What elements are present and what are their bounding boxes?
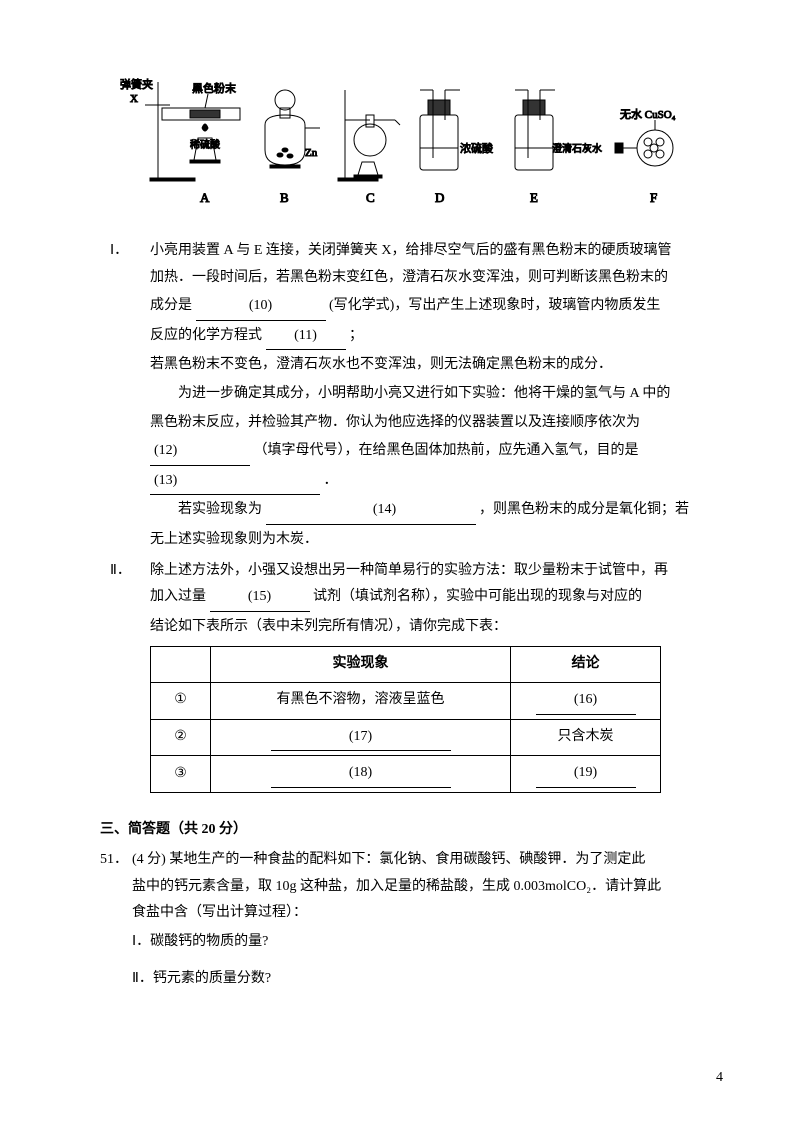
p1-l1da: 反应的化学方程式	[150, 328, 262, 343]
q51-sub1: Ⅰ．碳酸钙的物质的量?	[132, 929, 703, 956]
part1: Ⅰ． 小亮用装置 A 与 E 连接，关闭弹簧夹 X，给排尽空气后的盛有黑色粉末的…	[110, 238, 703, 265]
section3-title: 三、简答题（共 20 分）	[100, 817, 703, 844]
blank-18: (18)	[271, 760, 451, 788]
label-anhydrous: 无水 CuSO₄	[620, 108, 676, 121]
p1-l1db: ；	[349, 328, 363, 343]
label-x: X	[130, 93, 138, 105]
table-row: ② (17) 只含木炭	[151, 719, 661, 756]
q51-sub2: Ⅱ．钙元素的质量分数?	[132, 966, 703, 993]
cell-idx: ②	[151, 719, 211, 756]
p1-l1ca: 成分是	[150, 298, 192, 313]
label-zn: Zn	[305, 147, 318, 159]
p1-l4a: 若实验现象为	[178, 502, 262, 517]
label-limewater: 澄清石灰水	[552, 142, 602, 155]
cell-idx: ①	[151, 682, 211, 719]
label-dilute-acid: 稀硫酸	[190, 138, 220, 151]
q51-l1: (4 分) 某地生产的一种食盐的配料如下：氯化钠、食用碳酸钙、碘酸钾．为了测定此	[132, 847, 703, 874]
blank-13: (13)	[150, 468, 320, 496]
q51-num: 51．	[100, 847, 132, 927]
p2-l1ba: 加入过量	[150, 589, 206, 604]
p1-l1b: 加热．一段时间后，若黑色粉末变红色，澄清石灰水变浑浊，则可判断该黑色粉末的	[150, 265, 703, 292]
p1-l2: 若黑色粉末不变色，澄清石灰水也不变浑浊，则无法确定黑色粉末的成分．	[150, 352, 703, 379]
p1-l3a: 为进一步确定其成分，小明帮助小亮又进行如下实验：他将干燥的氢气与 A 中的	[150, 381, 703, 408]
blank-19: (19)	[536, 760, 636, 788]
p1-l3c: （填字母代号），在给黑色固体加热前，应先通入氢气，目的是	[254, 443, 639, 458]
p1-l1a: 小亮用装置 A 与 E 连接，关闭弹簧夹 X，给排尽空气后的盛有黑色粉末的硬质玻…	[150, 243, 672, 258]
q51: 51． (4 分) 某地生产的一种食盐的配料如下：氯化钠、食用碳酸钙、碘酸钾．为…	[100, 847, 703, 927]
part2: Ⅱ． 除上述方法外，小强又设想出另一种简单易行的实验方法：取少量粉末于试管中，再	[110, 558, 703, 585]
table-row: ③ (18) (19)	[151, 756, 661, 793]
p1-l4b: ，则黑色粉末的成分是氧化铜；若	[479, 502, 689, 517]
label-d: D	[435, 190, 444, 205]
part2-label: Ⅱ．	[110, 558, 150, 585]
p2-l1bb: 试剂（填试剂名称），实验中可能出现的现象与对应的	[313, 589, 642, 604]
cell-conc: 只含木炭	[511, 719, 661, 756]
th-idx	[151, 647, 211, 683]
p1-l3b: 黑色粉末反应，并检验其产物．你认为他应选择的仪器装置以及连接顺序依次为	[150, 410, 703, 437]
label-b: B	[280, 190, 289, 205]
blank-15: (15)	[210, 584, 310, 612]
blank-11: (11)	[266, 323, 346, 351]
cell-conc: (16)	[511, 682, 661, 719]
label-e: E	[530, 190, 538, 205]
blank-17: (17)	[271, 724, 451, 752]
blank-10: (10)	[196, 293, 326, 321]
label-a: A	[200, 190, 210, 205]
label-f: F	[650, 190, 657, 205]
part1-label: Ⅰ．	[110, 238, 150, 265]
cell-phen: (18)	[211, 756, 511, 793]
blank-12: (12)	[150, 438, 250, 466]
p1-l5: 无上述实验现象则为木炭．	[150, 527, 703, 554]
cell-phen: 有黑色不溶物，溶液呈蓝色	[211, 682, 511, 719]
label-conc-acid: 浓硫酸	[460, 141, 493, 155]
label-spring-clip: 弹簧夹	[120, 77, 153, 91]
label-c: C	[366, 190, 375, 205]
cell-phen: (17)	[211, 719, 511, 756]
p2-l1c: 结论如下表所示（表中未列完所有情况），请你完成下表：	[150, 614, 703, 641]
p1-l3d: ．	[324, 473, 338, 488]
q51-l3: 食盐中含（写出计算过程）：	[132, 900, 703, 927]
p1-l1cb: (写化学式)，写出产生上述现象时，玻璃管内物质发生	[329, 298, 660, 313]
label-black-powder: 黑色粉末	[192, 81, 236, 95]
cell-conc: (19)	[511, 756, 661, 793]
p2-l1a: 除上述方法外，小强又设想出另一种简单易行的实验方法：取少量粉末于试管中，再	[150, 563, 668, 578]
blank-14: (14)	[266, 497, 476, 525]
table-row: ① 有黑色不溶物，溶液呈蓝色 (16)	[151, 682, 661, 719]
experiment-table: 实验现象 结论 ① 有黑色不溶物，溶液呈蓝色 (16) ② (17) 只含木炭 …	[150, 646, 661, 792]
cell-idx: ③	[151, 756, 211, 793]
page-number: 4	[716, 1065, 723, 1092]
blank-16: (16)	[536, 687, 636, 715]
th-phen: 实验现象	[211, 647, 511, 683]
q51-l2: 盐中的钙元素含量，取 10g 这种盐，加入足量的稀盐酸，生成 0.003molC…	[132, 874, 703, 901]
apparatus-diagram: 弹簧夹 X 黑色粉末 A 稀硫酸 Zn B	[120, 70, 703, 220]
th-conc: 结论	[511, 647, 661, 683]
